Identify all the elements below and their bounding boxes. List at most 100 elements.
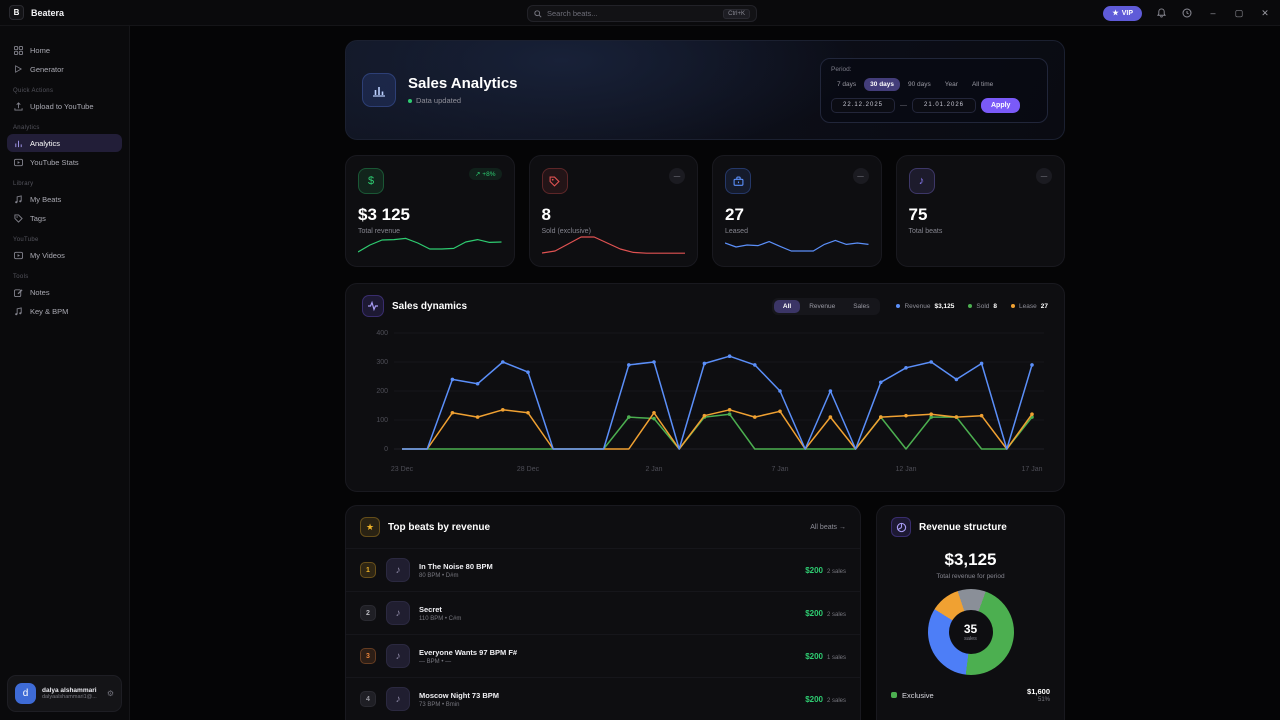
legend-dot [891, 692, 897, 698]
analytics-chart-icon [362, 73, 396, 107]
rank-badge: 2 [360, 605, 376, 621]
legend-revenue: Revenue $3,125 [896, 303, 954, 310]
donut-center: 35 sales [948, 610, 993, 654]
date-range-separator: — [900, 101, 907, 109]
search-shortcut: Ctrl+K [723, 8, 750, 19]
stat-label: Leased [725, 228, 748, 235]
sidebar-item-my-videos[interactable]: My Videos [7, 246, 122, 264]
sidebar-item-analytics[interactable]: Analytics [7, 134, 122, 152]
search-bar[interactable]: Ctrl+K [527, 5, 757, 22]
date-to-input[interactable]: 21.01.2026 [912, 97, 976, 113]
app-logo-letter: B [13, 8, 20, 17]
sales-dynamics-chart[interactable]: 0 100 200 300 400 23 Dec 28 Dec 2 Jan 7 Jan 12 Ja… [360, 321, 1052, 483]
window-maximize-button[interactable]: ▢ [1234, 7, 1244, 18]
user-name: dalya alshammari [42, 687, 97, 694]
gear-icon[interactable]: ⚙ [106, 689, 114, 698]
tab-all[interactable]: All [773, 299, 801, 313]
period-option-year[interactable]: Year [944, 80, 958, 88]
sidebar-item-upload-to-youtube[interactable]: Upload to YouTube [7, 97, 122, 115]
beat-subtitle: 73 BPM • Bmin [419, 701, 460, 708]
stat-value: 27 [725, 205, 744, 224]
period-option-30-days[interactable]: 30 days [864, 77, 901, 91]
sidebar-item-home[interactable]: Home [7, 41, 122, 59]
donut-sales-count: 35 [963, 622, 978, 636]
sales-dynamics-title: Sales dynamics [392, 300, 468, 312]
user-meta: dalya alshammari dalyaalshammari1@... [42, 687, 107, 700]
chart-legend: Revenue $3,125 Sold 8 Lease 27 [896, 303, 1048, 310]
stat-card-leased: — 27 Leased [712, 155, 882, 267]
notifications-bell-icon[interactable] [1154, 6, 1168, 20]
beat-artwork-music-icon: ♪ [386, 558, 410, 582]
all-beats-link[interactable]: All beats → [810, 523, 846, 531]
svg-text:300: 300 [376, 359, 388, 366]
date-from-input[interactable]: 22.12.2025 [831, 97, 895, 113]
beat-sales: 1 sales [826, 654, 846, 661]
beat-artwork-music-icon: ♪ [386, 644, 410, 668]
vip-star-icon: ★ [1112, 10, 1119, 17]
sidebar-item-notes[interactable]: Notes [7, 283, 122, 301]
period-selector-panel: Period: 7 days 30 days 90 days Year All … [820, 57, 1048, 123]
svg-text:400: 400 [376, 330, 388, 337]
period-option-90-days[interactable]: 90 days [908, 80, 931, 88]
main-area: Sales Analytics Data updated Period: 7 d… [130, 26, 1280, 720]
beat-row-2[interactable]: 2 ♪ Secret 110 BPM • C#m $200 2 sales [346, 591, 860, 634]
beat-row-1[interactable]: 1 ♪ In The Noise 80 BPM 80 BPM • D#m $20… [346, 548, 860, 591]
legend-lease: Lease 27 [1011, 303, 1048, 310]
period-option-7-days[interactable]: 7 days [837, 80, 857, 88]
vip-button[interactable]: ★ VIP [1103, 5, 1142, 21]
revenue-legend-row-exclusive: Exclusive $1,600 51% [877, 687, 1064, 703]
sidebar-item-label: Analytics [30, 138, 61, 148]
sidebar-item-my-beats[interactable]: My Beats [7, 190, 122, 208]
apply-button[interactable]: Apply [981, 97, 1021, 113]
revenue-donut-chart[interactable]: 35 sales [927, 589, 1014, 675]
status-text: Data updated [416, 96, 462, 105]
sidebar-section-quick-actions: Quick Actions [13, 88, 54, 94]
app-logo: B [9, 5, 24, 20]
window-minimize-button[interactable]: – [1210, 8, 1216, 18]
beat-row-4[interactable]: 4 ♪ Moscow Night 73 BPM 73 BPM • Bmin $2… [346, 677, 860, 720]
stat-card-total-beats: ♪ — 75 Total beats [895, 155, 1065, 267]
beat-row-3[interactable]: 3 ♪ Everyone Wants 97 BPM F# — BPM • — $… [346, 634, 860, 677]
star-icon: ★ [360, 517, 380, 537]
leased-sparkline [725, 230, 869, 256]
sidebar-item-label: Upload to YouTube [30, 101, 94, 111]
revenue-subtitle: Total revenue for period [936, 573, 1005, 580]
sidebar-section-library: Library [13, 181, 34, 187]
beat-price: $200 [805, 694, 823, 704]
trend-badge: ↗ +8% [469, 168, 502, 180]
top-beats-title: Top beats by revenue [388, 521, 491, 533]
trend-badge: — [852, 168, 869, 184]
user-email: dalyaalshammari1@... [42, 694, 97, 700]
sidebar-item-key-bpm[interactable]: Key & BPM [7, 302, 122, 320]
briefcase-icon [725, 168, 751, 194]
stat-value: 8 [541, 205, 551, 224]
revenue-structure-card: Revenue structure $3,125 Total revenue f… [876, 505, 1065, 720]
user-profile-card[interactable]: d dalya alshammari dalyaalshammari1@... … [7, 675, 122, 712]
beat-price: $200 [805, 565, 823, 575]
sidebar: Home Generator Quick Actions Upload to Y… [0, 26, 130, 720]
titlebar-right: ★ VIP – ▢ ✕ [1103, 0, 1272, 26]
window-close-button[interactable]: ✕ [1261, 7, 1269, 18]
tab-sales[interactable]: Sales [853, 302, 870, 310]
rank-badge: 4 [360, 691, 376, 707]
sidebar-section-analytics: Analytics [13, 125, 40, 131]
period-option-all-time[interactable]: All time [971, 80, 994, 88]
sidebar-item-tags[interactable]: Tags [7, 209, 122, 227]
stat-label: Total beats [908, 228, 943, 235]
tab-revenue[interactable]: Revenue [809, 302, 836, 310]
search-input[interactable] [547, 9, 724, 18]
beat-sales: 2 sales [826, 611, 846, 618]
sidebar-item-generator[interactable]: Generator [7, 60, 122, 78]
svg-text:7 Jan: 7 Jan [771, 466, 788, 473]
sidebar-item-label: Tags [30, 213, 46, 223]
rank-badge: 3 [360, 648, 376, 664]
legend-dot [896, 304, 901, 308]
bar-chart-icon [13, 138, 23, 148]
search-icon [534, 9, 542, 18]
clock-icon[interactable] [1180, 6, 1194, 20]
stat-label: Sold (exclusive) [541, 228, 591, 235]
legend-sold: Sold 8 [968, 303, 997, 310]
legend-dot [968, 304, 973, 308]
sidebar-item-label: Notes [30, 287, 50, 297]
sidebar-item-youtube-stats[interactable]: YouTube Stats [7, 153, 122, 171]
